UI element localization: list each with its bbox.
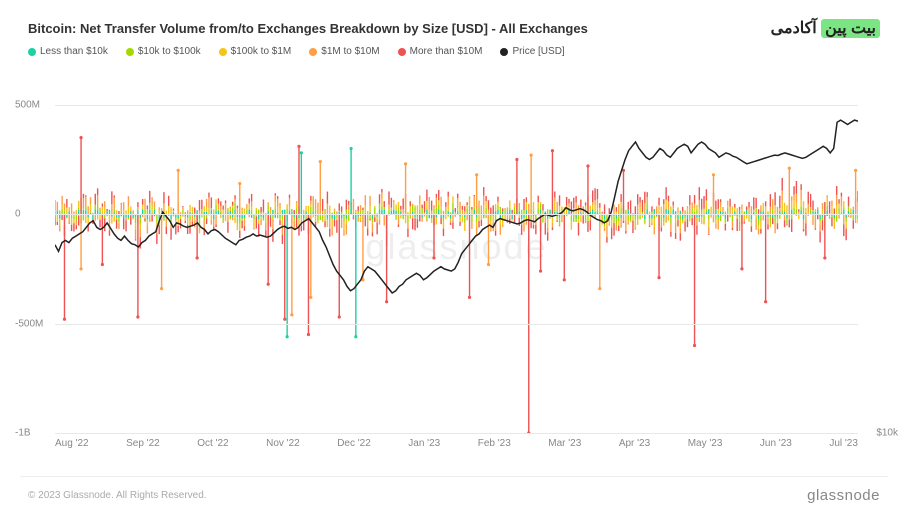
legend-item: Price [USD] <box>500 46 564 57</box>
x-tick: Mar '23 <box>548 438 581 449</box>
legend-item: $100k to $1M <box>219 46 292 57</box>
x-tick: Dec '22 <box>337 438 371 449</box>
legend-item: More than $10M <box>398 46 483 57</box>
footer-brand: glassnode <box>807 487 880 504</box>
x-tick: Oct '22 <box>197 438 228 449</box>
legend-item: $10k to $100k <box>126 46 201 57</box>
legend-item: $1M to $10M <box>309 46 379 57</box>
x-tick: Jan '23 <box>408 438 440 449</box>
y-tick: 500M <box>15 99 40 110</box>
chart-title: Bitcoin: Net Transfer Volume from/to Exc… <box>28 21 588 36</box>
x-tick: May '23 <box>688 438 723 449</box>
y-tick: 0 <box>15 209 21 220</box>
x-tick: Jun '23 <box>760 438 792 449</box>
y-tick-right: $10k <box>876 428 898 439</box>
legend: Less than $10k $10k to $100k $100k to $1M $… <box>0 46 908 61</box>
y-tick: -500M <box>15 318 43 329</box>
price-line <box>55 61 858 433</box>
brand-logo: بیت پین آکادمی <box>771 18 880 38</box>
x-tick: Apr '23 <box>619 438 650 449</box>
x-tick: Feb '23 <box>478 438 511 449</box>
legend-item: Less than $10k <box>28 46 108 57</box>
y-tick: -1B <box>15 428 31 439</box>
x-tick: Nov '22 <box>266 438 300 449</box>
chart: glassnode Aug '22Sep '22Oct '22Nov '22De… <box>55 61 858 433</box>
x-tick: Jul '23 <box>829 438 858 449</box>
copyright: © 2023 Glassnode. All Rights Reserved. <box>28 490 207 501</box>
x-tick: Sep '22 <box>126 438 160 449</box>
x-tick: Aug '22 <box>55 438 89 449</box>
x-axis: Aug '22 Sep '22 Oct '22 Nov '22 Dec '22 Jan '… <box>55 438 858 449</box>
